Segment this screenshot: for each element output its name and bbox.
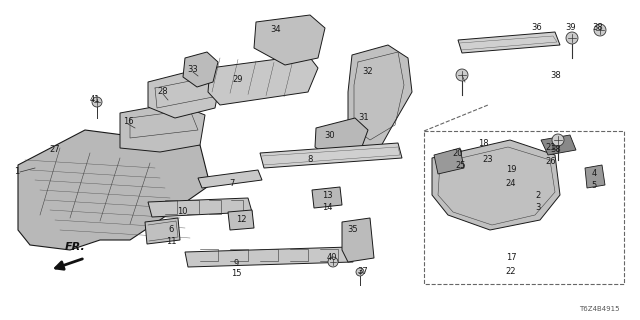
- Text: 10: 10: [177, 207, 188, 217]
- Text: 38: 38: [550, 146, 561, 155]
- Text: 2: 2: [536, 190, 541, 199]
- Polygon shape: [228, 210, 254, 230]
- Text: 34: 34: [271, 26, 282, 35]
- Circle shape: [552, 134, 564, 146]
- Text: 40: 40: [327, 252, 337, 261]
- Polygon shape: [208, 55, 318, 105]
- Text: 19: 19: [506, 165, 516, 174]
- Text: 5: 5: [591, 181, 596, 190]
- Bar: [424, 131, 624, 284]
- Text: 36: 36: [532, 22, 542, 31]
- Text: 11: 11: [166, 236, 176, 245]
- Polygon shape: [585, 165, 605, 188]
- Text: 27: 27: [50, 146, 60, 155]
- Circle shape: [356, 268, 364, 276]
- Text: 1: 1: [14, 167, 20, 177]
- Text: 15: 15: [231, 269, 241, 278]
- Circle shape: [566, 32, 578, 44]
- Text: 9: 9: [234, 259, 239, 268]
- Text: 39: 39: [566, 22, 576, 31]
- Text: 21: 21: [546, 143, 556, 153]
- Text: 33: 33: [188, 65, 198, 74]
- Text: 26: 26: [546, 156, 556, 165]
- Text: 18: 18: [477, 139, 488, 148]
- Text: 38: 38: [550, 70, 561, 79]
- Text: 29: 29: [233, 76, 243, 84]
- Text: 30: 30: [324, 132, 335, 140]
- Text: 16: 16: [123, 116, 133, 125]
- Text: 7: 7: [229, 180, 235, 188]
- Polygon shape: [183, 52, 218, 87]
- Text: 22: 22: [506, 267, 516, 276]
- Text: 8: 8: [307, 156, 313, 164]
- Text: T6Z4B4915: T6Z4B4915: [579, 306, 620, 312]
- Text: 25: 25: [456, 162, 467, 171]
- Text: 31: 31: [358, 114, 369, 123]
- Polygon shape: [254, 15, 325, 65]
- Text: 37: 37: [358, 267, 369, 276]
- Polygon shape: [260, 143, 402, 168]
- Circle shape: [594, 24, 606, 36]
- Text: 38: 38: [593, 22, 604, 31]
- Polygon shape: [541, 135, 576, 155]
- Polygon shape: [434, 148, 464, 174]
- Polygon shape: [185, 247, 353, 267]
- Circle shape: [92, 97, 102, 107]
- Text: FR.: FR.: [65, 242, 85, 252]
- Text: 32: 32: [363, 68, 373, 76]
- Polygon shape: [312, 187, 342, 208]
- Polygon shape: [342, 218, 374, 262]
- Polygon shape: [458, 32, 560, 53]
- Polygon shape: [348, 45, 412, 148]
- Circle shape: [456, 69, 468, 81]
- Polygon shape: [148, 70, 220, 118]
- Circle shape: [328, 257, 338, 267]
- Polygon shape: [145, 218, 180, 244]
- Text: 3: 3: [535, 204, 541, 212]
- Text: 4: 4: [591, 169, 596, 178]
- Text: 20: 20: [452, 148, 463, 157]
- Polygon shape: [120, 103, 205, 152]
- Polygon shape: [432, 140, 560, 230]
- Polygon shape: [198, 170, 262, 188]
- Text: 12: 12: [236, 214, 246, 223]
- Text: 14: 14: [322, 204, 332, 212]
- Text: 17: 17: [506, 253, 516, 262]
- Text: 13: 13: [322, 191, 332, 201]
- Text: 41: 41: [90, 94, 100, 103]
- Text: 24: 24: [506, 179, 516, 188]
- Polygon shape: [315, 118, 368, 158]
- Polygon shape: [18, 130, 210, 250]
- Text: 23: 23: [483, 155, 493, 164]
- Polygon shape: [148, 198, 252, 217]
- Text: 6: 6: [168, 226, 173, 235]
- Text: 35: 35: [348, 226, 358, 235]
- Text: 28: 28: [157, 86, 168, 95]
